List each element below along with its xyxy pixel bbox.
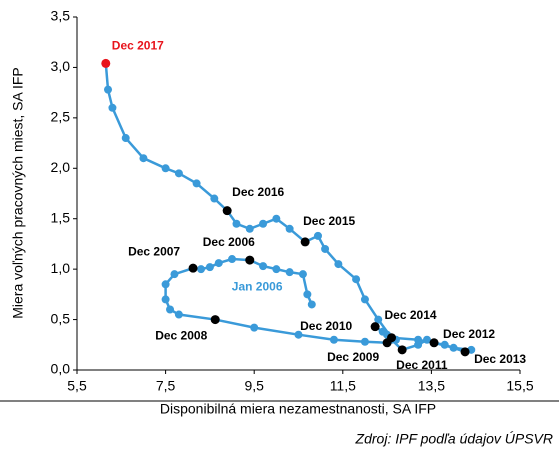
annotation: Dec 2016 [232, 185, 284, 199]
point [440, 340, 449, 349]
y-tick-label: 1,0 [51, 260, 71, 276]
y-tick-label: 1,5 [51, 209, 71, 225]
x-tick-label: 9,5 [244, 378, 264, 394]
point [360, 337, 369, 346]
y-tick-label: 2,5 [51, 109, 71, 125]
highlight-point [188, 263, 198, 273]
highlight-point [245, 255, 255, 265]
highlight-point [222, 206, 232, 216]
x-tick-label: 7,5 [156, 378, 176, 394]
point [285, 224, 294, 233]
point [285, 268, 294, 277]
annotation: Jan 2006 [232, 280, 283, 294]
x-axis-title: Disponibilná miera nezamestnanosti, SA I… [160, 401, 436, 417]
y-axis-title: Miera voľných pracovných miest, SA IFP [10, 67, 26, 319]
y-tick-label: 3,0 [51, 58, 71, 74]
point [161, 164, 170, 173]
annotation: Dec 2006 [203, 235, 255, 249]
highlight-point [101, 58, 111, 68]
point [139, 154, 148, 163]
point [174, 310, 183, 319]
point [329, 335, 338, 344]
annotation: Dec 2017 [112, 39, 164, 53]
annotation: Dec 2009 [327, 350, 379, 364]
point [214, 259, 223, 268]
point [192, 179, 201, 188]
point [303, 290, 312, 299]
point [166, 305, 175, 314]
highlight-point [397, 345, 407, 355]
point [161, 295, 170, 304]
point [374, 315, 383, 324]
highlight-point [460, 347, 470, 357]
point [334, 260, 343, 269]
point [272, 265, 281, 274]
point [360, 295, 369, 304]
x-tick-label: 13,5 [418, 378, 445, 394]
point [352, 275, 361, 284]
highlight-point [429, 338, 439, 348]
point [259, 262, 268, 271]
point [272, 214, 281, 223]
point [108, 103, 117, 112]
point [259, 219, 268, 228]
point [321, 244, 330, 253]
point [245, 224, 254, 233]
x-tick-label: 11,5 [330, 378, 356, 394]
x-tick-label: 15,5 [506, 378, 533, 394]
highlight-point [387, 333, 397, 343]
y-tick-label: 0,0 [51, 361, 71, 377]
point [294, 330, 303, 339]
point [298, 270, 307, 279]
point [250, 323, 259, 332]
point [174, 169, 183, 178]
point [307, 300, 316, 309]
annotation: Dec 2013 [474, 352, 526, 366]
point [228, 255, 237, 264]
point [232, 219, 241, 228]
point [170, 270, 179, 279]
source: Zdroj: IPF podľa údajov ÚPSVR [355, 431, 553, 447]
highlight-point [300, 237, 310, 247]
point [449, 343, 458, 352]
point [104, 85, 113, 94]
point [161, 280, 170, 289]
point [422, 335, 431, 344]
x-tick-label: 5,5 [67, 378, 87, 394]
annotation: Dec 2015 [303, 214, 355, 228]
annotation: Dec 2007 [128, 244, 180, 258]
annotation: Dec 2012 [443, 327, 495, 341]
highlight-point [370, 322, 380, 332]
annotation: Dec 2014 [385, 308, 437, 322]
annotation: Dec 2010 [300, 319, 352, 333]
y-tick-label: 2,0 [51, 159, 71, 175]
point [414, 335, 423, 344]
annotation: Dec 2011 [396, 358, 448, 372]
highlight-point [210, 315, 220, 325]
y-tick-label: 0,5 [51, 310, 71, 326]
annotation: Dec 2008 [155, 329, 207, 343]
point [378, 327, 387, 336]
point [210, 194, 219, 203]
point [121, 134, 130, 143]
y-tick-label: 3,5 [51, 8, 71, 24]
point [197, 265, 206, 274]
point [313, 231, 322, 240]
point [205, 263, 214, 272]
